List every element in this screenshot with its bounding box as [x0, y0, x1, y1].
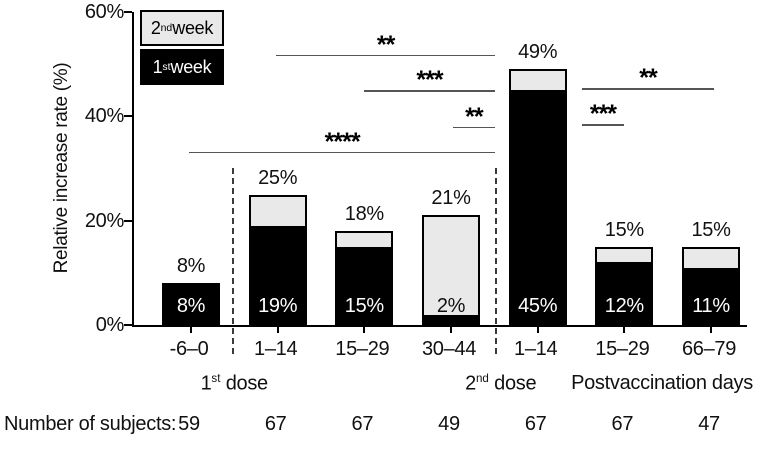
bar-inner-label: 12%: [604, 295, 644, 317]
subject-count: 67: [524, 413, 547, 435]
bar-inner-label: 2%: [436, 295, 466, 317]
x-tick-label: 15–29: [335, 338, 390, 360]
significance-line: [363, 90, 496, 92]
y-axis-tick-label: 20%: [84, 209, 124, 232]
subject-count: 47: [698, 413, 720, 435]
ordinal-superscript: nd: [160, 22, 173, 34]
y-axis-tick: [124, 115, 132, 118]
bar-segment-week2: [422, 215, 480, 317]
y-axis-tick: [124, 219, 132, 222]
significance-stars: **: [465, 102, 483, 131]
y-axis-tick-label: 40%: [84, 105, 124, 128]
x-axis-tick: [623, 325, 626, 333]
bar-segment-week1: [248, 225, 307, 325]
significance-stars: ***: [589, 100, 617, 129]
bar-total-label: 15%: [604, 218, 644, 241]
ordinal-superscript: st: [211, 372, 221, 385]
y-axis-tick-label: 60%: [84, 1, 124, 23]
bar-total-label: 18%: [344, 203, 384, 226]
x-tick-label: 66–79: [681, 338, 737, 360]
bar-inner-label: 8%: [176, 295, 206, 317]
dose-divider-dashed-line: [232, 168, 235, 354]
ordinal-superscript: nd: [475, 372, 489, 385]
bar-total-label: 21%: [431, 187, 471, 210]
bar-total-label: 25%: [258, 166, 298, 189]
subject-count: 67: [611, 413, 634, 435]
bar-inner-label: 45%: [518, 295, 558, 317]
bar-segment-week2: [335, 231, 394, 249]
x-axis-tick: [450, 325, 452, 333]
subject-count: 59: [178, 413, 200, 435]
y-axis-title: Relative increase rate (%): [51, 62, 72, 274]
postvaccination-days-label: Postvaccination days: [571, 372, 753, 394]
x-tick-label: 1–14: [514, 338, 558, 360]
bar-segment-week1: [162, 283, 220, 325]
bar-segment-week2: [508, 69, 567, 93]
x-tick-label: 30–44: [421, 338, 477, 360]
x-tick-label: 1–14: [254, 338, 298, 360]
significance-stars: **: [639, 64, 657, 93]
dose-group-label: 2nd dose: [465, 372, 537, 395]
bar-inner-label: 11%: [692, 295, 730, 317]
bar-inner-label: 19%: [258, 295, 298, 317]
subject-count: 67: [264, 413, 287, 435]
significance-stars: ****: [324, 127, 361, 156]
subject-count: 67: [351, 413, 374, 435]
y-axis-tick: [124, 11, 132, 13]
bar-inner-label: 15%: [344, 295, 384, 317]
y-axis-tick-label: 0%: [95, 314, 125, 336]
bar-segment-week2: [682, 246, 741, 270]
bar-segment-week2: [595, 246, 654, 265]
bar-total-label: 15%: [691, 218, 731, 241]
x-axis-tick: [276, 325, 279, 333]
ordinal-superscript: st: [162, 61, 171, 73]
x-axis-tick: [190, 325, 192, 333]
bar-segment-week2: [248, 194, 307, 228]
x-tick-label: -6–0: [169, 338, 209, 360]
significance-line: [276, 54, 496, 57]
x-axis-tick: [363, 325, 366, 333]
plot-area: 8% 8% 19% 25% 15% 18% 2% 21% 45% 49% 12% 15% 11% 15% *…: [124, 11, 747, 354]
bar-segment-week1: [508, 90, 567, 325]
x-tick-label: 15–29: [595, 338, 650, 360]
significance-stars: ***: [416, 66, 443, 95]
significance-line: [582, 124, 624, 126]
dose-group-label: 1st dose: [200, 372, 269, 395]
x-axis-tick: [536, 325, 539, 333]
y-axis-tick: [124, 324, 132, 326]
subject-count: 49: [438, 413, 460, 435]
significance-line: [189, 151, 496, 154]
significance-line: [452, 126, 496, 129]
dose-divider-dashed-line: [495, 168, 498, 354]
bar-total-label: 49%: [518, 41, 558, 64]
significance-line: [582, 88, 714, 90]
bar-total-label: 8%: [176, 255, 206, 278]
x-axis-tick: [710, 325, 713, 333]
subjects-row-label: Number of subjects:: [4, 413, 177, 435]
significance-stars: **: [376, 30, 395, 59]
